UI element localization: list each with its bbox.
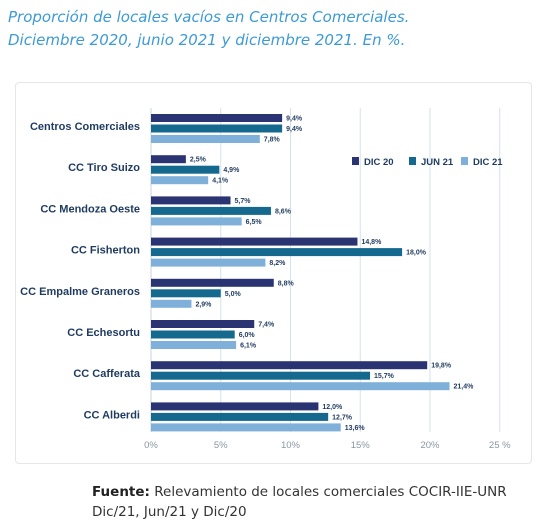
- bar-dic-20: [151, 196, 231, 205]
- bar-value-label: 2,9%: [195, 301, 212, 308]
- bar-value-label: 4,1%: [212, 178, 229, 185]
- source-text-line-2: Dic/21, Jun/21 y Dic/20: [92, 504, 247, 520]
- x-tick-label: 10%: [281, 440, 301, 451]
- bar-value-label: 9,4%: [286, 116, 303, 123]
- bar-value-label: 14,8%: [361, 239, 382, 246]
- bar-value-label: 9,4%: [286, 126, 303, 133]
- category-label: CC Fisherton: [71, 245, 140, 257]
- bar-value-label: 21,4%: [454, 384, 475, 391]
- category-label: CC Mendoza Oeste: [40, 203, 140, 215]
- bar-dic-21: [151, 382, 450, 391]
- legend-swatch: [352, 157, 359, 165]
- bar-jun-21: [151, 124, 283, 133]
- bar-value-label: 15,7%: [374, 373, 395, 380]
- bar-dic-21: [151, 176, 209, 185]
- chart-title: Proporción de locales vacíos en Centros …: [8, 6, 533, 52]
- bar-value-label: 19,8%: [431, 363, 452, 370]
- category-label: CC Empalme Graneros: [20, 286, 140, 298]
- bar-dic-21: [151, 423, 341, 432]
- bar-value-label: 8,2%: [269, 260, 286, 267]
- x-tick-label: 5%: [214, 440, 228, 451]
- category-label: CC Echesortu: [67, 327, 140, 339]
- source-note: Fuente: Relevamiento de locales comercia…: [92, 482, 532, 522]
- legend-label: JUN 21: [421, 157, 454, 168]
- legend-label: DIC 21: [473, 157, 503, 168]
- bar-dic-21: [151, 217, 242, 226]
- bar-value-label: 7,4%: [258, 322, 275, 329]
- bar-jun-21: [151, 206, 271, 215]
- bar-dic-20: [151, 278, 274, 287]
- bar-value-label: 8,8%: [278, 280, 295, 287]
- bar-dic-21: [151, 258, 266, 267]
- x-tick-label: 15%: [351, 440, 371, 451]
- chart-title-line-1: Proporción de locales vacíos en Centros …: [8, 8, 410, 26]
- legend-swatch: [461, 157, 468, 165]
- x-tick-label: 20%: [420, 440, 440, 451]
- bar-value-label: 6,5%: [246, 219, 263, 226]
- bar-jun-21: [151, 289, 221, 298]
- bar-dic-20: [151, 320, 255, 328]
- bar-dic-20: [151, 361, 428, 370]
- bar-value-label: 6,0%: [239, 332, 256, 339]
- bar-jun-21: [151, 330, 235, 339]
- category-label: CC Tiro Suizo: [68, 162, 140, 174]
- bar-value-label: 12,7%: [332, 414, 353, 421]
- bar-dic-20: [151, 155, 186, 164]
- bar-dic-21: [151, 299, 192, 308]
- bar-dic-20: [151, 237, 358, 246]
- bar-jun-21: [151, 248, 403, 257]
- bar-value-label: 6,1%: [240, 343, 257, 350]
- source-text-line-1: Relevamiento de locales comerciales COCI…: [154, 484, 507, 500]
- bar-value-label: 13,6%: [345, 425, 366, 432]
- bar-value-label: 12,0%: [322, 404, 343, 411]
- category-label: Centros Comerciales: [30, 121, 140, 133]
- bar-dic-20: [151, 114, 283, 122]
- chart-panel: [15, 82, 532, 464]
- bar-value-label: 8,6%: [275, 208, 292, 215]
- bar-value-label: 4,9%: [223, 167, 240, 174]
- source-label: Fuente:: [92, 484, 150, 500]
- x-tick-label: 0%: [144, 440, 158, 451]
- chart-title-line-2: Diciembre 2020, junio 2021 y diciembre 2…: [8, 31, 406, 49]
- x-tick-label: 25 %: [489, 440, 511, 451]
- bar-value-label: 18,0%: [406, 250, 427, 257]
- legend-swatch: [409, 157, 416, 165]
- bar-dic-21: [151, 341, 237, 349]
- bar-dic-21: [151, 135, 260, 143]
- bar-value-label: 5,7%: [235, 198, 252, 205]
- bar-dic-20: [151, 402, 319, 411]
- bar-value-label: 7,8%: [264, 137, 281, 144]
- bar-value-label: 2,5%: [190, 157, 207, 164]
- bar-chart: 0% 5% 10% 15% 20% 25 % Centros Comerciales 9,4%…: [20, 108, 511, 451]
- category-label: CC Alberdi: [84, 409, 140, 421]
- category-label: CC Cafferata: [73, 368, 141, 380]
- legend-label: DIC 20: [364, 157, 394, 168]
- bar-value-label: 5,0%: [225, 291, 242, 298]
- bar-jun-21: [151, 412, 329, 421]
- bar-jun-21: [151, 371, 371, 380]
- bar-jun-21: [151, 165, 220, 174]
